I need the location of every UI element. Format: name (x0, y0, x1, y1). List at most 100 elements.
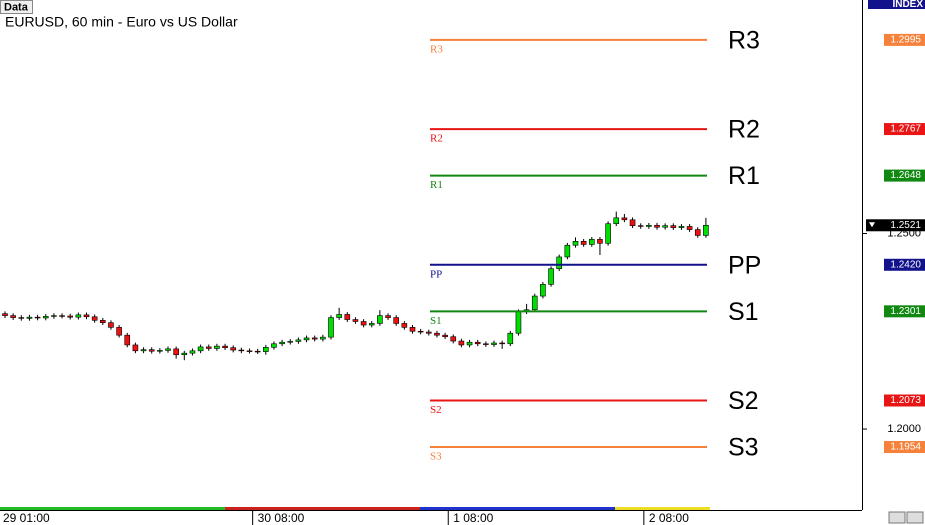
tab-label[interactable]: Data (4, 1, 29, 13)
x-tick-label: 30 08:00 (258, 511, 305, 525)
candle-body (499, 342, 505, 345)
candle-body (434, 332, 440, 336)
candle-body (637, 225, 644, 227)
candle-body (75, 314, 82, 318)
candle-body (148, 349, 155, 352)
x-tick-label: 29 01:00 (3, 511, 50, 525)
candle-body (124, 334, 131, 346)
price-badge (884, 441, 925, 454)
scroll-button[interactable] (906, 511, 924, 524)
candle-body (100, 320, 106, 323)
candle-body (271, 343, 277, 348)
x-tick-label: 2 08:00 (649, 511, 689, 525)
candle-body (466, 341, 473, 346)
candle-body (450, 336, 457, 342)
candle-body (613, 217, 620, 225)
candle-body (238, 349, 245, 352)
session-strip (225, 507, 420, 510)
candle-body (409, 327, 416, 332)
candle-body (26, 316, 33, 319)
candle-body (507, 332, 514, 345)
candle-body (157, 350, 163, 352)
candle-body (254, 350, 261, 353)
candle-body (580, 241, 587, 245)
pivot-label: S2 (728, 387, 759, 415)
price-badge (884, 123, 925, 136)
y-tick-label: 1.2000 (887, 423, 921, 435)
tab[interactable] (0, 0, 33, 14)
scroll-button[interactable] (888, 511, 906, 524)
candle-body (108, 322, 114, 328)
candle-body (18, 317, 25, 319)
candle-body (83, 314, 90, 318)
last-price-arrow (869, 222, 875, 228)
candle-body (474, 341, 481, 345)
index-badge-label: INDEX (892, 0, 923, 10)
candle-body (205, 346, 212, 349)
candle-body (360, 321, 367, 326)
candle-body (140, 349, 147, 352)
pivot-small-label: S3 (430, 451, 442, 463)
pivot-label: S1 (728, 298, 759, 326)
pivot-small-label: R1 (430, 179, 443, 191)
candle-body (2, 313, 8, 316)
candle-body (393, 317, 400, 324)
chart-title: EURUSD, 60 min - Euro vs US Dollar (5, 14, 238, 30)
candle-body (132, 344, 139, 352)
candle-body (458, 340, 465, 346)
candle-body (173, 348, 179, 356)
candle-body (352, 319, 359, 322)
candle-body (91, 316, 98, 321)
pivot-label: PP (728, 251, 761, 279)
price-badge (884, 33, 925, 46)
pivot-label: S3 (728, 434, 759, 462)
candle-body (597, 239, 603, 244)
price-badge-label: 1.2767 (890, 124, 921, 135)
pivot-label: R2 (728, 116, 760, 144)
candle-body (368, 323, 375, 326)
candle-body (10, 315, 16, 318)
price-badge (884, 258, 925, 271)
candle-body (483, 343, 489, 345)
candle-body (328, 317, 334, 338)
candle-body (442, 334, 448, 338)
candle-body (654, 224, 660, 228)
candle-body (629, 219, 636, 226)
price-badge-label: 1.2995 (890, 35, 921, 46)
candle-body (662, 225, 668, 228)
candle-body (564, 244, 571, 258)
candle-body (262, 347, 269, 352)
candle-body (491, 342, 497, 345)
pivot-small-label: R3 (430, 43, 443, 55)
candle-body (197, 346, 204, 352)
candle-body (116, 327, 122, 336)
candle-body (556, 256, 563, 269)
price-badge-label: 1.1954 (890, 442, 921, 453)
candle-body (678, 226, 685, 228)
pivot-small-label: S1 (430, 315, 442, 327)
candle-body (605, 223, 611, 244)
price-badge-label: 1.2648 (890, 170, 921, 181)
candle-body (703, 224, 709, 236)
candle-body (694, 229, 701, 236)
candle-body (548, 268, 554, 285)
price-badge (884, 305, 925, 318)
candle-body (336, 314, 342, 318)
candle-body (51, 315, 57, 317)
candle-body (385, 315, 391, 318)
candle-body (417, 330, 424, 333)
candle-body (540, 284, 546, 297)
candle-body (165, 348, 171, 351)
candle-body (67, 315, 73, 318)
candle-body (287, 341, 294, 343)
candle-body (303, 337, 310, 341)
candle-body (246, 350, 253, 352)
candle-body (572, 241, 579, 246)
candle-body (279, 341, 285, 345)
candle-body (189, 350, 196, 354)
candle-body (59, 315, 65, 317)
candle-body (646, 224, 652, 227)
last-price-label: 1.2521 (890, 220, 921, 231)
candle-body (401, 323, 408, 328)
